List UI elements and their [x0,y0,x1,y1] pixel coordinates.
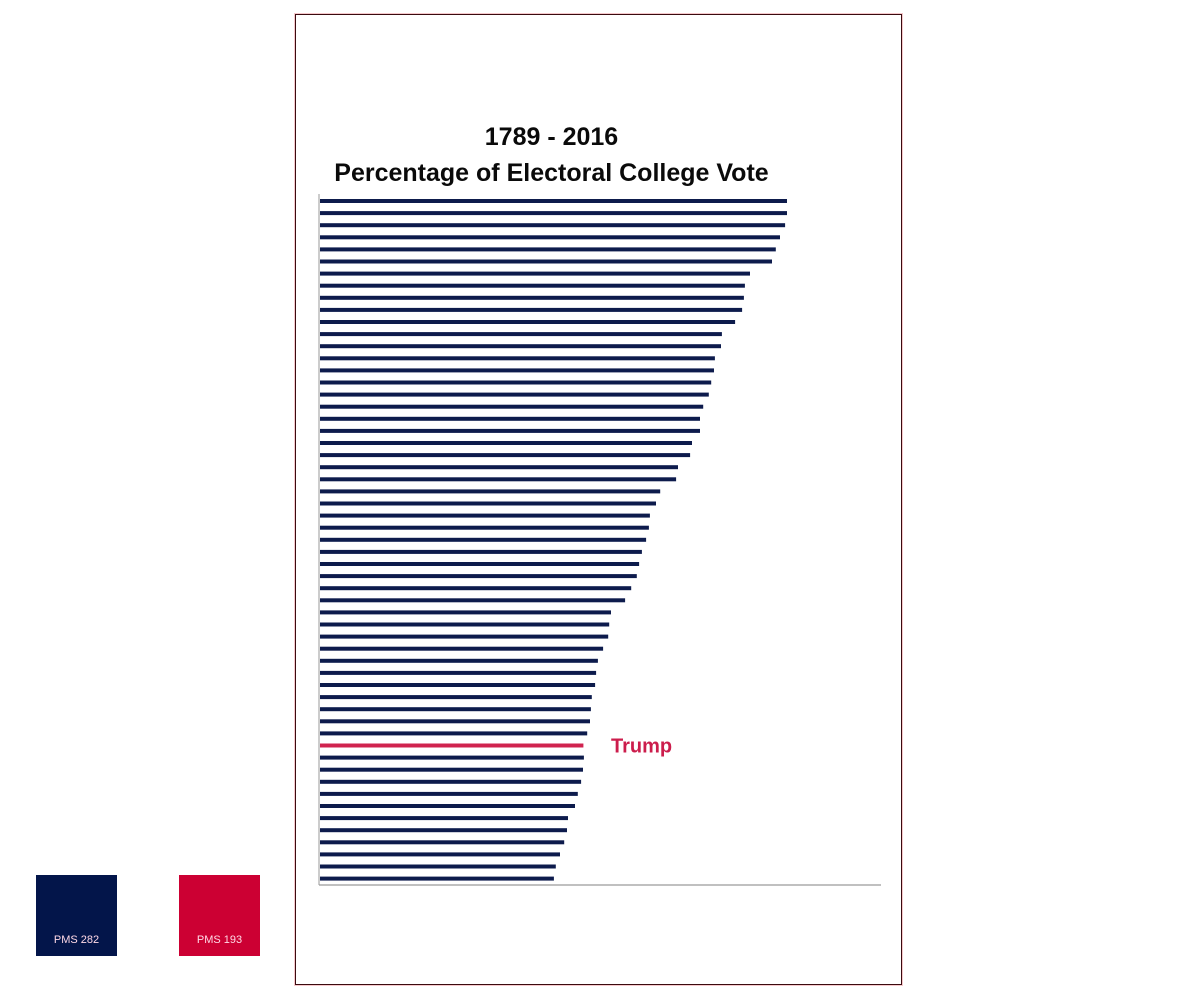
bar [320,719,590,724]
bar [320,658,598,663]
bar [320,223,786,228]
bar [320,634,609,639]
bar [320,731,588,736]
bar [320,271,750,276]
bar [320,695,592,700]
bar [320,489,661,494]
bar [320,670,597,675]
bar [320,525,649,530]
highlight-label: Trump [611,736,672,758]
bar [320,259,772,264]
bar [320,804,575,808]
bar [320,404,704,409]
bar [320,235,780,240]
bar [320,779,582,784]
bar [320,356,715,361]
bar [320,610,611,615]
bar [320,513,650,518]
bar [320,840,565,845]
bar [320,320,736,324]
bar [320,646,604,651]
color-swatch-pms-193: PMS 193 [179,875,260,956]
bar [320,767,583,772]
chart-frame: 1789 - 2016 Percentage of Electoral Coll… [295,14,902,985]
color-swatch-pms-282: PMS 282 [36,875,117,956]
bar [320,344,721,349]
bar [320,574,637,579]
bar [320,683,596,687]
chart-subtitle: Percentage of Electoral College Vote [334,159,769,187]
bar [320,816,568,821]
bar [320,283,745,288]
bar [320,828,567,833]
bar [320,441,692,445]
bar [320,416,700,421]
bar [320,852,560,857]
bar [320,562,640,566]
bar [320,598,626,603]
bar [320,211,787,216]
swatch-label: PMS 193 [196,934,243,946]
bar [320,368,714,373]
bar [320,876,554,881]
bar [320,247,776,252]
bar [320,307,743,312]
bar [320,549,642,554]
bar [320,501,656,506]
bar [320,537,647,542]
bar [320,477,677,482]
bar-highlight [320,743,584,748]
bar [320,755,584,760]
bar [320,622,610,627]
bar [320,791,578,796]
bar [320,295,744,300]
chart-title: 1789 - 2016 [484,123,619,151]
bar [320,453,691,458]
bar [320,465,678,470]
bar [320,199,787,203]
bar [320,428,700,433]
swatch-label: PMS 282 [53,934,100,946]
bar [320,332,722,337]
bar [320,864,556,869]
bar [320,392,709,397]
bar [320,586,632,591]
bar [320,707,591,712]
bar [320,380,712,385]
